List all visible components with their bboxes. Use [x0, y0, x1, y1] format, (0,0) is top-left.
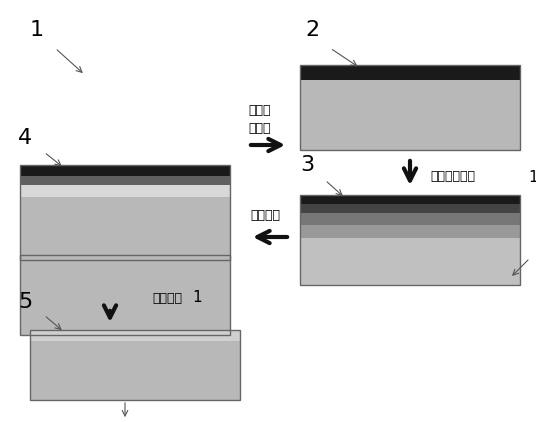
- Bar: [300, 195, 520, 285]
- Text: 丝网印: 丝网印: [248, 103, 271, 116]
- Text: 3: 3: [300, 155, 314, 175]
- Text: 高温钉式扩散: 高温钉式扩散: [430, 170, 475, 184]
- Bar: [300, 80, 520, 150]
- Bar: [300, 225, 520, 238]
- Bar: [300, 65, 520, 150]
- Text: 5: 5: [18, 292, 32, 312]
- Bar: [300, 204, 520, 213]
- Text: 1: 1: [528, 170, 536, 186]
- Bar: [300, 238, 520, 285]
- Bar: [30, 330, 240, 400]
- Bar: [30, 330, 240, 341]
- Text: 2: 2: [305, 20, 319, 40]
- Bar: [20, 197, 230, 260]
- Bar: [300, 213, 520, 225]
- Text: 1: 1: [535, 235, 536, 250]
- Text: 4: 4: [18, 128, 32, 148]
- Bar: [20, 165, 230, 176]
- Bar: [20, 255, 230, 335]
- Text: 湿氧氧化: 湿氧氧化: [250, 209, 280, 222]
- Bar: [20, 255, 230, 335]
- Text: 去氧化层: 去氧化层: [152, 292, 182, 305]
- Bar: [20, 165, 230, 260]
- Bar: [20, 185, 230, 197]
- Text: 1: 1: [192, 290, 202, 306]
- Bar: [30, 341, 240, 400]
- Bar: [300, 195, 520, 204]
- Bar: [20, 176, 230, 185]
- Bar: [300, 65, 520, 80]
- Text: 刷磷浆: 刷磷浆: [248, 122, 271, 135]
- Text: 1: 1: [30, 20, 44, 40]
